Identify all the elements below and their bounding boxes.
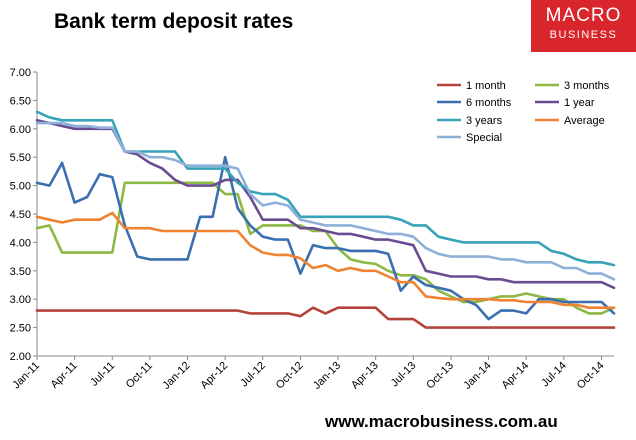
series-line-special [35,121,616,281]
legend-label-average: Average [564,115,605,127]
logo-line-macro: MACRO [545,5,622,26]
x-tick-label: Jul-11 [88,360,117,389]
x-tick-label: Oct-11 [124,360,155,391]
x-tick-label: Oct-13 [424,360,456,392]
x-tick-label: Jul-14 [539,360,569,390]
y-tick-label: 6.50 [10,95,31,107]
x-tick-label: Oct-14 [575,360,607,392]
x-tick-label: Jan-12 [160,360,192,392]
y-tick-label: 4.50 [10,209,31,221]
y-tick-label: 4.00 [10,237,31,249]
macrobusiness-logo: MACRO BUSINESS [531,0,636,52]
x-tick-label: Apr-13 [349,360,381,392]
x-tick-label: Apr-12 [198,360,230,392]
x-tick-label: Jan-13 [311,360,343,392]
x-tick-label: Jan-11 [10,360,42,392]
x-axis-ticks: Jan-11 Apr-11 Jul-11 Oct-11 Jan-12 Apr-12 Jul-… [10,356,607,392]
x-tick-label: Jul-13 [389,360,419,390]
legend-label-6-months: 6 months [466,97,512,109]
legend-label-3-years: 3 years [466,115,503,127]
chart-title: Bank term deposit rates [54,10,294,33]
logo-line-business: BUSINESS [549,29,618,41]
series-line-1-year [35,119,616,290]
legend-label-1-year: 1 year [564,97,595,109]
y-tick-label: 3.00 [10,294,31,306]
series-line-6-months [35,155,616,321]
x-tick-label: Jul-12 [238,360,268,390]
y-tick-label: 2.50 [10,323,31,335]
legend-label-3-months: 3 months [564,80,610,92]
series-lines [35,110,616,329]
series-line-average [35,211,616,310]
y-tick-label: 6.00 [10,124,31,136]
x-tick-label: Oct-12 [274,360,306,392]
y-tick-label: 5.00 [10,181,31,193]
footer-url: www.macrobusiness.com.au [325,412,558,431]
x-tick-label: Jan-14 [461,360,493,392]
legend-label-special: Special [466,132,502,144]
series-line-1-month [35,306,616,329]
y-tick-label: 2.00 [10,351,31,363]
y-axis-ticks: 7.00 6.50 6.00 5.50 5.00 4.50 4.00 3.50 3.00 2.50… [10,67,37,363]
chart-legend: 1 month 3 months 6 months 1 year 3 years Aver… [437,80,610,144]
y-tick-label: 5.50 [10,152,31,164]
y-tick-label: 3.50 [10,266,31,278]
x-tick-label: Apr-14 [499,360,531,392]
legend-label-1-month: 1 month [466,80,506,92]
x-tick-label: Apr-11 [48,360,79,391]
y-tick-label: 7.00 [10,67,31,79]
